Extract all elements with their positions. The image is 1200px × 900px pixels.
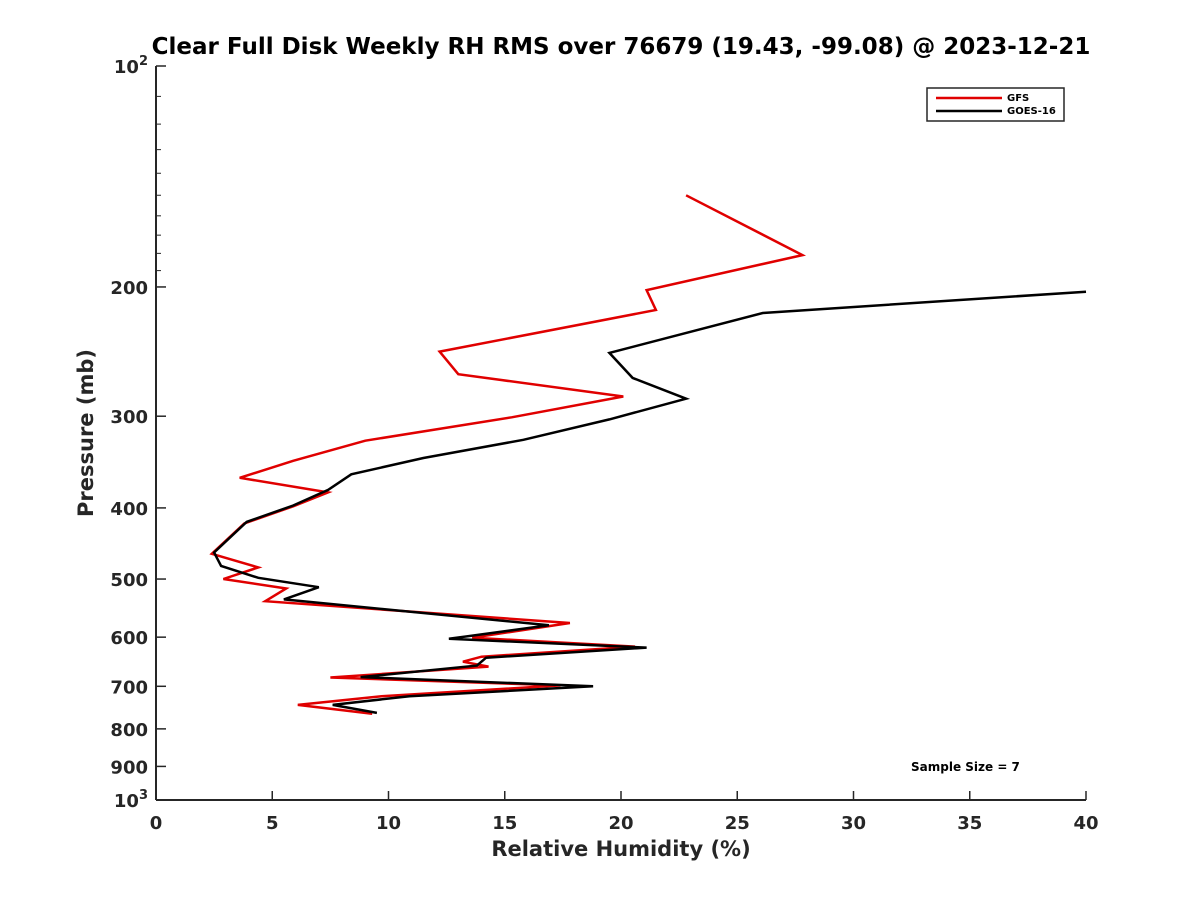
x-tick-label: 5 <box>266 813 279 834</box>
series-line-goes16 <box>212 290 1087 715</box>
y-tick-label: 600 <box>110 628 148 649</box>
legend-label-goes16: GOES-16 <box>1007 106 1056 117</box>
y-axis-label: Pressure (mb) <box>74 349 98 517</box>
x-axis-label: Relative Humidity (%) <box>491 837 750 861</box>
legend: GFS GOES-16 <box>926 87 1065 122</box>
series-line-gfs <box>209 194 807 716</box>
y-tick-label: 700 <box>110 677 148 698</box>
y-tick-label: 200 <box>110 278 148 299</box>
y-tick-label: 900 <box>110 757 148 778</box>
y-axis-ticks: 102 200 300 400 500 600 700 800 900 103 <box>110 54 166 812</box>
legend-box <box>926 87 1065 122</box>
x-tick-label: 15 <box>492 813 517 834</box>
x-tick-label: 25 <box>725 813 750 834</box>
x-tick-label: 35 <box>957 813 982 834</box>
x-axis-ticks: 0 5 10 15 20 25 30 35 40 <box>150 791 1099 834</box>
chart-title: Clear Full Disk Weekly RH RMS over 76679… <box>152 34 1091 60</box>
x-tick-label: 20 <box>608 813 633 834</box>
x-tick-label: 10 <box>376 813 401 834</box>
x-tick-label: 30 <box>841 813 866 834</box>
y-tick-label: 500 <box>110 570 148 591</box>
legend-label-gfs: GFS <box>1007 93 1029 104</box>
sample-size-annotation: Sample Size = 7 <box>911 760 1020 774</box>
y-tick-label: 800 <box>110 720 148 741</box>
x-tick-label: 40 <box>1073 813 1098 834</box>
series-layer <box>209 194 1087 716</box>
x-tick-label: 0 <box>150 813 163 834</box>
y-tick-label: 103 <box>114 788 148 812</box>
y-tick-label: 102 <box>114 54 148 78</box>
y-tick-label: 300 <box>110 407 148 428</box>
plot-area: 0 5 10 15 20 25 30 35 40 102 200 300 400 500 600 700 80… <box>110 54 1098 834</box>
y-tick-label: 400 <box>110 499 148 520</box>
